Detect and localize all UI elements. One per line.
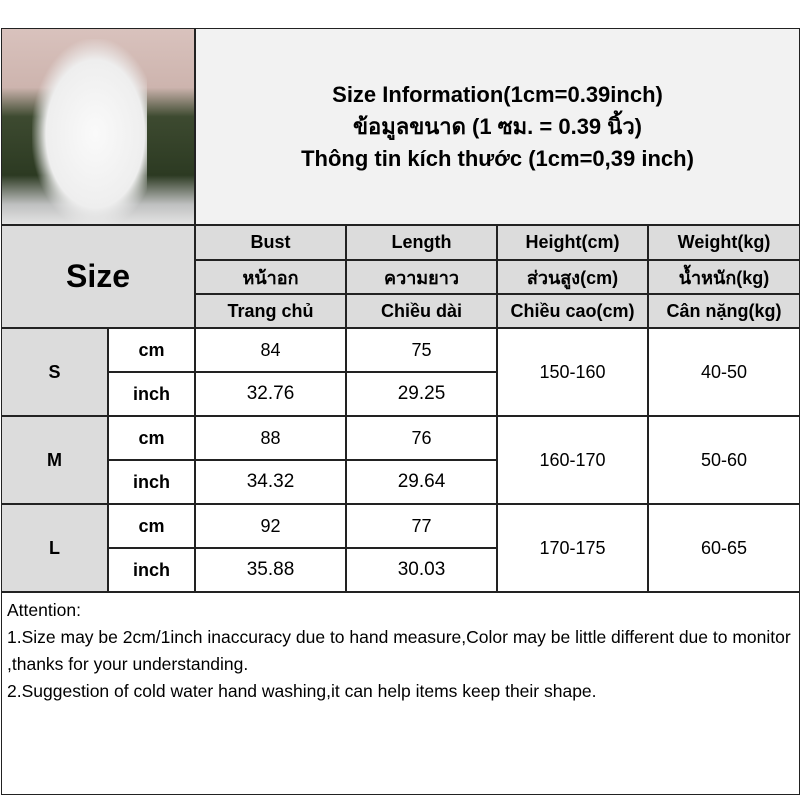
column-header-en: Height(cm) [497, 225, 648, 260]
column-header-vi: Cân nặng(kg) [648, 294, 800, 328]
length-inch: 29.25 [346, 372, 497, 416]
notes-heading: Attention: [7, 600, 81, 620]
title-english: Size Information(1cm=0.39inch) [332, 81, 663, 107]
bust-cm: 88 [195, 416, 346, 460]
size-header: Size [1, 225, 195, 328]
height-range: 150-160 [497, 328, 648, 416]
unit-cm: cm [108, 504, 195, 548]
attention-notes: Attention: 1.Size may be 2cm/1inch inacc… [1, 592, 800, 795]
height-range: 160-170 [497, 416, 648, 504]
column-header-en: Bust [195, 225, 346, 260]
bust-inch: 34.32 [195, 460, 346, 504]
column-header-vi: Chiều dài [346, 294, 497, 328]
column-header-th: ความยาว [346, 260, 497, 294]
length-inch: 29.64 [346, 460, 497, 504]
weight-range: 40-50 [648, 328, 800, 416]
length-cm: 76 [346, 416, 497, 460]
title-vietnamese: Thông tin kích thước (1cm=0,39 inch) [301, 145, 694, 171]
note-2: 2.Suggestion of cold water hand washing,… [7, 681, 597, 701]
size-s: S [1, 328, 108, 416]
bust-cm: 92 [195, 504, 346, 548]
unit-cm: cm [108, 416, 195, 460]
bust-inch: 32.76 [195, 372, 346, 416]
bust-inch: 35.88 [195, 548, 346, 592]
height-range: 170-175 [497, 504, 648, 592]
size-info-title: Size Information(1cm=0.39inch) ข้อมูลขนา… [195, 28, 800, 225]
size-l: L [1, 504, 108, 592]
weight-range: 60-65 [648, 504, 800, 592]
column-header-th: ส่วนสูง(cm) [497, 260, 648, 294]
size-m: M [1, 416, 108, 504]
length-inch: 30.03 [346, 548, 497, 592]
note-1: 1.Size may be 2cm/1inch inaccuracy due t… [7, 627, 791, 674]
column-header-th: น้ำหนัก(kg) [648, 260, 800, 294]
title-thai: ข้อมูลขนาด (1 ซม. = 0.39 นิ้ว) [352, 113, 642, 139]
unit-inch: inch [108, 460, 195, 504]
bust-cm: 84 [195, 328, 346, 372]
column-header-en: Length [346, 225, 497, 260]
weight-range: 50-60 [648, 416, 800, 504]
unit-inch: inch [108, 372, 195, 416]
column-header-th: หน้าอก [195, 260, 346, 294]
product-photo [1, 28, 195, 225]
dress-figure [32, 39, 147, 224]
column-header-vi: Trang chủ [195, 294, 346, 328]
unit-inch: inch [108, 548, 195, 592]
length-cm: 75 [346, 328, 497, 372]
column-header-vi: Chiều cao(cm) [497, 294, 648, 328]
column-header-en: Weight(kg) [648, 225, 800, 260]
length-cm: 77 [346, 504, 497, 548]
unit-cm: cm [108, 328, 195, 372]
